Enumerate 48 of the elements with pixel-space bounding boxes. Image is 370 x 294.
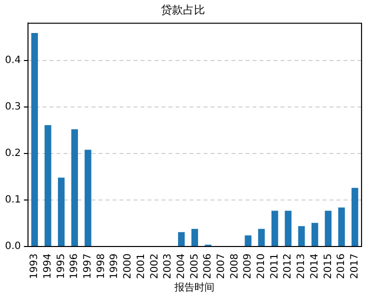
bar [244,235,252,246]
x-tick-label: 2015 [322,254,334,280]
x-tick-label: 1996 [69,254,80,280]
x-tick-label: 2016 [336,254,348,280]
bar [71,129,78,246]
bar [44,125,52,246]
x-tick-label: 2000 [122,254,134,280]
x-tick-label: 2006 [202,254,214,280]
bar [84,150,92,246]
x-tick-label: 2007 [216,254,228,280]
y-tick-label: 0.1 [4,194,21,206]
x-tick-label: 2012 [282,254,294,280]
y-tick-label: 0.4 [4,55,21,66]
x-tick-label: 1995 [56,254,67,280]
x-tick-label: 2005 [189,254,200,280]
bar [298,226,305,246]
x-tick-label: 2009 [242,254,254,280]
x-tick-label: 1998 [96,254,107,280]
x-tick-label: 2003 [162,254,174,280]
x-tick-label: 2014 [309,254,320,280]
x-tick-label: 2001 [136,254,147,280]
x-tick-label: 1997 [82,254,94,280]
bar [178,232,185,246]
x-tick-label: 1994 [42,254,54,280]
bar [58,178,65,246]
y-tick-label: 0.0 [4,241,21,252]
bar [191,228,198,246]
x-tick-label: 2004 [176,254,187,280]
x-tick-label: 2017 [349,254,360,280]
y-tick-label: 0.3 [4,102,21,113]
x-tick-label: 2008 [229,254,240,280]
x-tick-label: 1999 [109,254,120,280]
bar [258,228,265,246]
x-tick-label: 2002 [149,254,160,280]
bar [324,210,332,246]
bar [312,222,318,246]
bar [352,188,358,246]
bar [338,207,345,246]
bar [284,210,292,246]
bar [31,32,38,246]
chart-title: 贷款占比 [161,3,205,16]
x-tick-label: 2013 [296,254,308,280]
x-tick-label: 2011 [269,254,280,280]
x-tick-label: 2010 [256,254,268,280]
y-tick-label: 0.2 [4,148,21,160]
x-tick-label: 1993 [29,254,40,280]
bar [271,210,278,246]
x-axis-title: 报告时间 [174,282,215,294]
